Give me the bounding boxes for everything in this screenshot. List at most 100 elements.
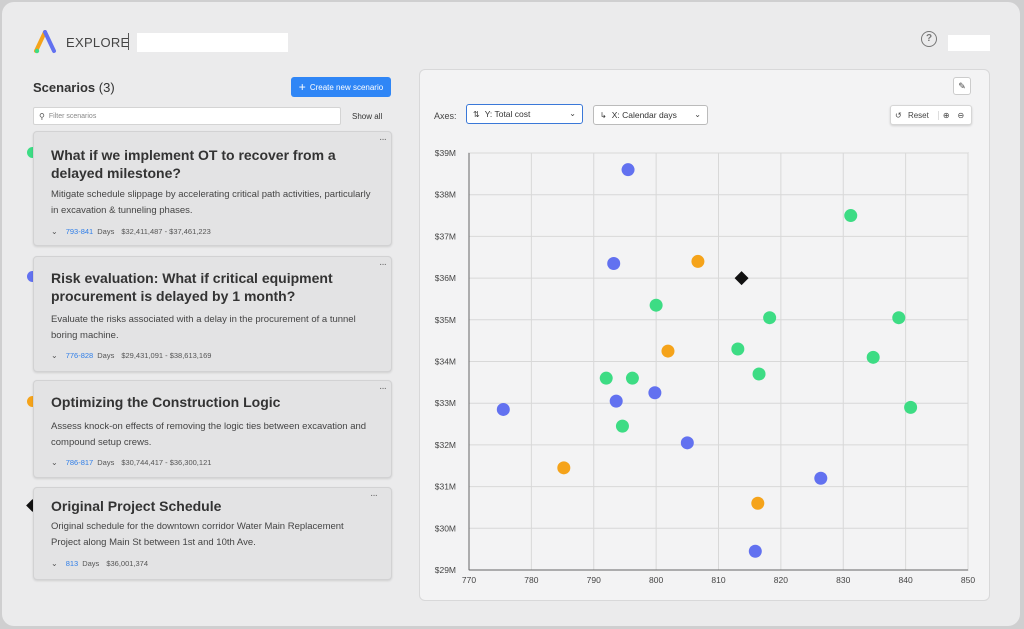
y-tick-label: $31M [435, 482, 456, 492]
scenario-meta: ⌄ 786-817 Days $30,744,417 - $36,300,121 [51, 458, 211, 467]
data-point [731, 342, 745, 356]
user-menu[interactable] [948, 35, 990, 51]
data-point [496, 402, 510, 416]
y-axis-label: Y: Total cost [484, 109, 531, 119]
scenario-description: Mitigate schedule slippage by accelerati… [51, 189, 371, 216]
scenario-description: Assess knock-on effects of removing the … [51, 421, 367, 448]
more-options-icon[interactable]: ··· [379, 134, 387, 145]
chevron-down-icon[interactable]: ⌄ [51, 351, 58, 360]
x-tick-label: 770 [462, 575, 476, 585]
y-tick-label: $32M [435, 440, 456, 450]
data-point [763, 311, 777, 325]
y-axis-icon: ⇅ [473, 109, 480, 119]
x-tick-label: 780 [524, 575, 538, 585]
chevron-down-icon[interactable]: ⌄ [51, 227, 58, 236]
data-point [751, 496, 765, 510]
show-all-button[interactable]: Show all [352, 112, 383, 121]
data-point [599, 371, 613, 385]
header-divider [128, 33, 129, 50]
scenarios-title-label: Scenarios [33, 80, 96, 95]
data-point [607, 257, 621, 271]
data-point [557, 461, 571, 475]
chevron-down-icon[interactable]: ⌄ [51, 559, 58, 568]
scenario-card[interactable]: ··· Optimizing the Construction Logic As… [33, 380, 392, 478]
cost-range: $30,744,417 - $36,300,121 [121, 458, 212, 467]
chevron-down-icon[interactable]: ⌄ [51, 458, 58, 467]
x-axis-icon: ↳ [600, 110, 607, 120]
data-point-diamond [734, 271, 749, 286]
scenario-title: Optimizing the Construction Logic [51, 394, 281, 410]
more-options-icon[interactable]: ··· [379, 383, 387, 394]
x-tick-label: 820 [774, 575, 788, 585]
data-point [892, 311, 906, 325]
days-range[interactable]: 776-828 [65, 351, 94, 360]
y-tick-label: $34M [435, 357, 456, 367]
chevron-down-icon: ⌄ [694, 110, 701, 119]
y-tick-label: $38M [435, 190, 456, 200]
y-axis-select[interactable]: ⇅ Y: Total cost ⌄ [466, 104, 583, 124]
y-tick-label: $39M [435, 148, 456, 158]
scenario-card[interactable]: ··· Original Project Schedule Original s… [33, 487, 392, 580]
data-point [866, 350, 880, 364]
reset-button[interactable]: ↺ Reset [891, 110, 939, 120]
data-point [752, 367, 766, 381]
filter-scenarios-input[interactable]: ⚲ Filter scenarios [33, 107, 341, 125]
x-axis-label: X: Calendar days [611, 110, 677, 120]
scenario-title: Original Project Schedule [51, 498, 222, 514]
export-icon[interactable]: ✎ [953, 77, 971, 95]
y-tick-label: $35M [435, 315, 456, 325]
app-logo-icon [34, 30, 56, 54]
data-point [625, 371, 639, 385]
x-axis-select[interactable]: ↳ X: Calendar days ⌄ [593, 105, 708, 125]
plus-icon: + [298, 80, 306, 94]
days-range[interactable]: 793-841 [65, 227, 94, 236]
y-tick-label: $30M [435, 523, 456, 533]
create-scenario-button[interactable]: + Create new scenario [291, 77, 391, 97]
data-point [814, 471, 828, 485]
data-point [649, 298, 663, 312]
data-point [904, 400, 918, 414]
days-unit: Days [97, 351, 115, 360]
y-tick-label: $37M [435, 231, 456, 241]
more-options-icon[interactable]: ··· [370, 490, 378, 501]
data-point [844, 209, 858, 223]
days-unit: Days [97, 227, 115, 236]
project-name-field[interactable] [137, 33, 288, 52]
scenario-title: What if we implement OT to recover from … [51, 147, 336, 181]
scatter-plot[interactable]: 770 780 790 800 810 820 830 840 850 $29M $30M $31M $… [420, 140, 985, 590]
zoom-out-icon[interactable]: ⊖ [957, 110, 965, 120]
scenario-card[interactable]: ··· What if we implement OT to recover f… [33, 131, 392, 246]
data-point [621, 163, 635, 177]
data-point [615, 419, 629, 433]
cost-range: $32,411,487 - $37,461,223 [121, 227, 211, 236]
scenario-meta: ⌄ 813 Days $36,001,374 [51, 559, 148, 568]
axes-label: Axes: [434, 111, 457, 121]
help-circle-icon[interactable]: ? [921, 31, 937, 47]
create-scenario-label: Create new scenario [309, 82, 384, 92]
y-tick-label: $29M [435, 565, 456, 575]
x-tick-label: 840 [899, 575, 913, 585]
days-unit: Days [82, 559, 100, 568]
scenario-color-marker [27, 396, 38, 407]
data-point [691, 254, 705, 268]
data-point [609, 394, 623, 408]
data-point [661, 344, 675, 358]
data-point [680, 436, 694, 450]
days-range[interactable]: 786-817 [65, 458, 94, 467]
scenario-card[interactable]: ··· Risk evaluation: What if critical eq… [33, 256, 392, 372]
cost-range: $29,431,091 - $38,613,169 [121, 351, 212, 360]
more-options-icon[interactable]: ··· [379, 259, 387, 270]
filter-placeholder: Filter scenarios [48, 112, 97, 120]
y-tick-label: $33M [435, 398, 456, 408]
scenario-meta: ⌄ 776-828 Days $29,431,091 - $38,613,169 [51, 351, 211, 360]
zoom-in-icon[interactable]: ⊕ [942, 110, 950, 120]
scenario-color-marker [27, 147, 38, 158]
chevron-down-icon: ⌄ [569, 109, 576, 118]
scenarios-count: (3) [98, 80, 115, 95]
scenario-meta: ⌄ 793-841 Days $32,411,487 - $37,461,223 [51, 227, 211, 236]
x-tick-label: 810 [711, 575, 725, 585]
data-point [648, 386, 662, 400]
days-unit: Days [97, 458, 115, 467]
days-range[interactable]: 813 [65, 559, 79, 568]
x-tick-label: 790 [587, 575, 601, 585]
